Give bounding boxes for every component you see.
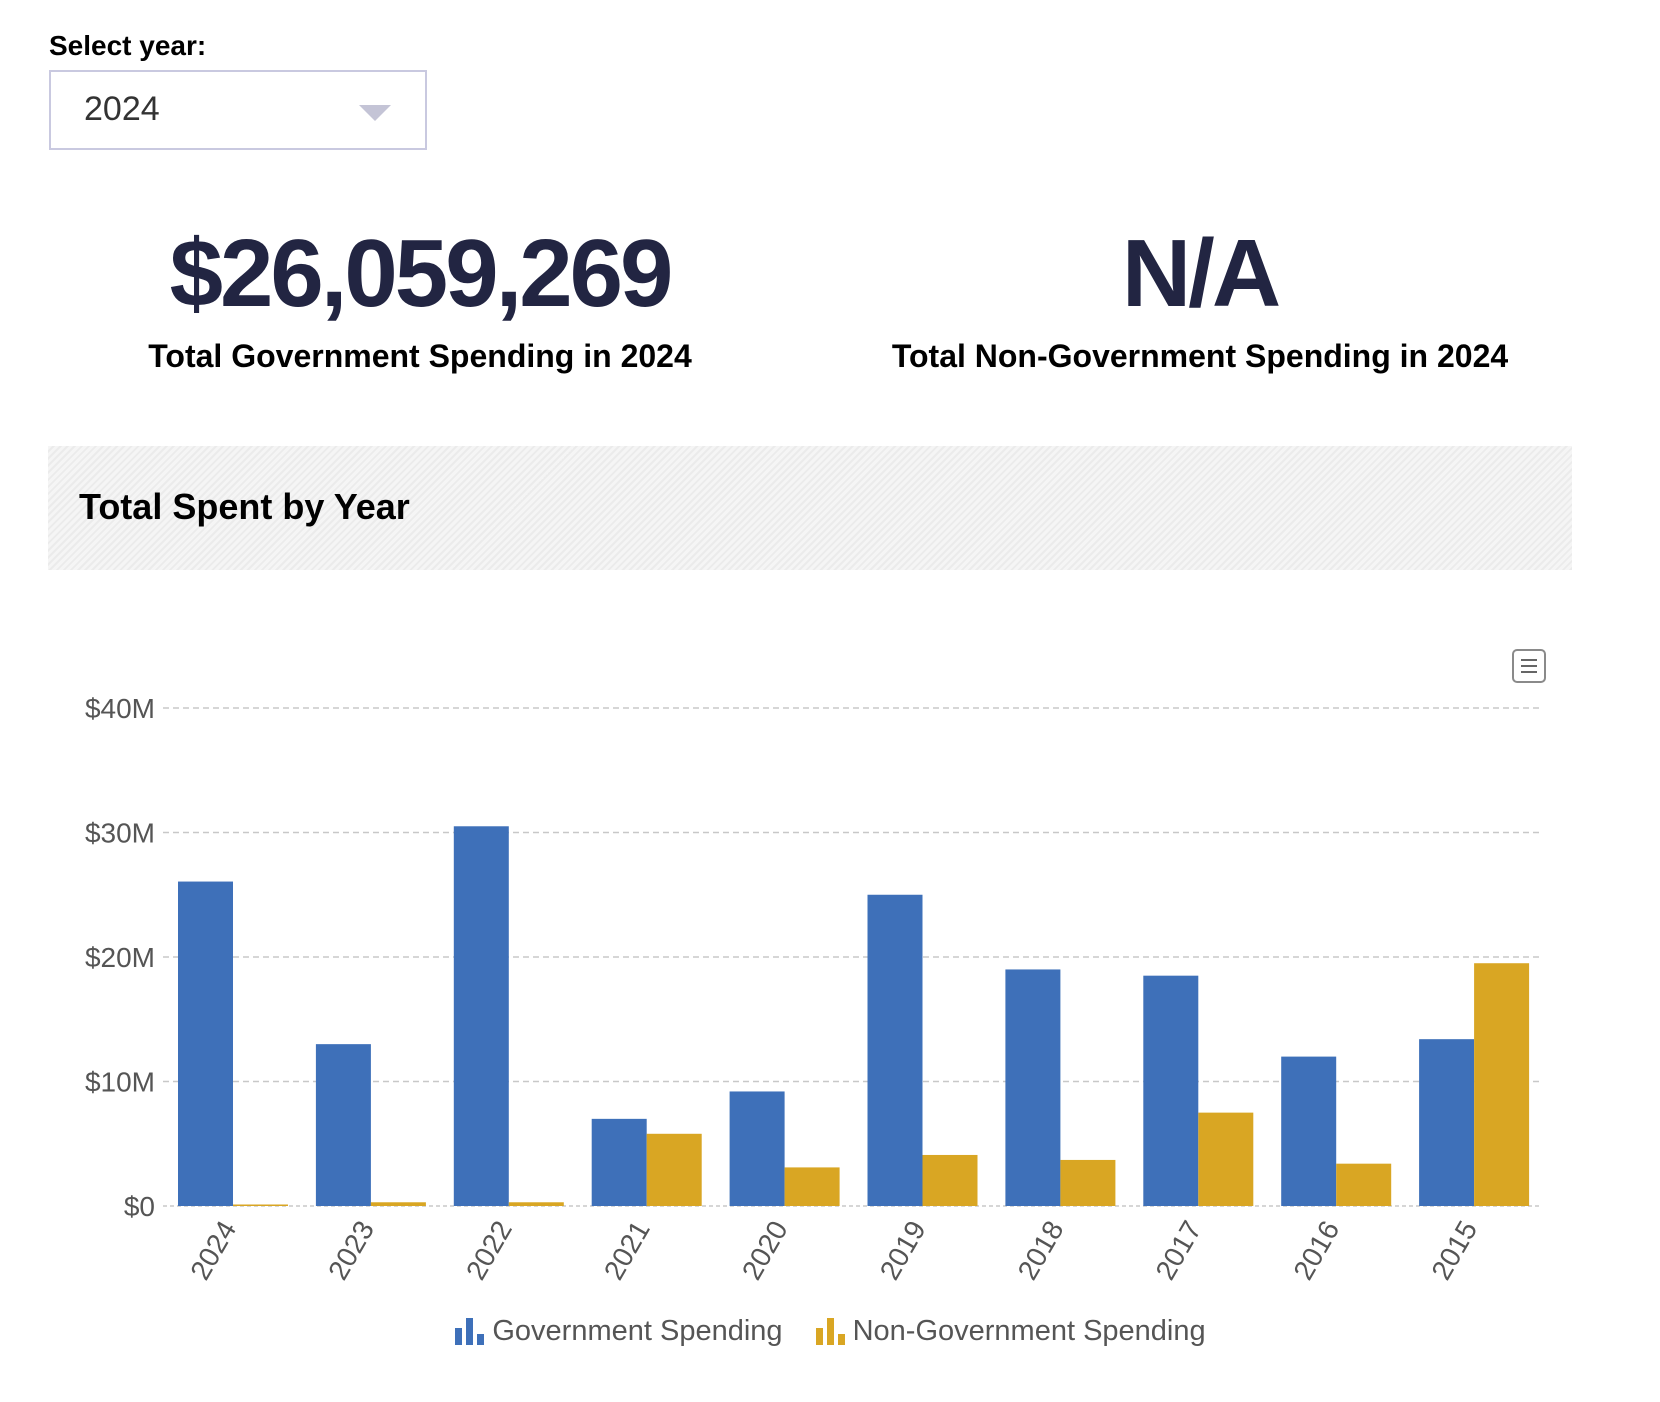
- legend-item-non-government[interactable]: Non-Government Spending: [815, 1314, 1206, 1348]
- year-select-dropdown[interactable]: 2024: [49, 70, 427, 150]
- select-year-label: Select year:: [49, 30, 207, 61]
- bar-non-government[interactable]: [508, 1202, 564, 1206]
- legend-label-government: Government Spending: [492, 1315, 783, 1347]
- hamburger-menu-icon[interactable]: [1512, 649, 1546, 683]
- chart-section-header: Total Spent by Year: [48, 446, 1572, 570]
- x-tick-label: 2020: [736, 1216, 794, 1285]
- bar-chart-icon: [815, 1318, 845, 1345]
- x-tick-label: 2022: [460, 1216, 518, 1285]
- bar-government[interactable]: [591, 1118, 647, 1206]
- kpi-government-value: $26,059,269: [169, 220, 674, 327]
- chevron-down-icon[interactable]: [359, 105, 391, 121]
- bar-non-government[interactable]: [370, 1202, 426, 1206]
- bar-non-government[interactable]: [1060, 1159, 1116, 1206]
- bar-non-government[interactable]: [784, 1167, 840, 1206]
- bar-non-government[interactable]: [1198, 1112, 1254, 1206]
- bar-government[interactable]: [729, 1091, 785, 1206]
- y-tick-label: $10M: [85, 1067, 155, 1098]
- y-tick-label: $40M: [85, 693, 155, 724]
- chart-legend: Government Spending Non-Government Spend…: [0, 1314, 1660, 1348]
- bar-government[interactable]: [453, 826, 509, 1206]
- x-tick-label: 2016: [1287, 1216, 1345, 1285]
- x-tick-label: 2023: [322, 1216, 380, 1285]
- legend-item-government[interactable]: Government Spending: [454, 1314, 783, 1348]
- y-tick-label: $0: [124, 1191, 155, 1222]
- bar-non-government[interactable]: [1336, 1163, 1392, 1206]
- bar-non-government[interactable]: [1474, 963, 1530, 1206]
- bar-government[interactable]: [315, 1044, 371, 1206]
- bar-non-government[interactable]: [646, 1133, 702, 1206]
- kpi-non-government-spending: N/A Total Non-Government Spending in 202…: [860, 226, 1540, 375]
- kpi-government-caption: Total Government Spending in 2024: [148, 338, 692, 374]
- bar-government[interactable]: [178, 881, 233, 1206]
- bar-government[interactable]: [1419, 1039, 1475, 1206]
- kpi-government-spending: $26,059,269 Total Government Spending in…: [120, 226, 720, 375]
- year-select-value: 2024: [84, 90, 160, 128]
- x-tick-label: 2015: [1425, 1216, 1483, 1285]
- bar-chart-icon: [455, 1318, 485, 1345]
- y-tick-label: $30M: [85, 818, 155, 849]
- y-tick-label: $20M: [85, 942, 155, 973]
- x-tick-label: 2017: [1150, 1216, 1208, 1285]
- legend-label-non-government: Non-Government Spending: [852, 1315, 1206, 1347]
- x-tick-label: 2018: [1012, 1216, 1070, 1285]
- kpi-non-government-caption: Total Non-Government Spending in 2024: [891, 338, 1509, 374]
- bar-government[interactable]: [1281, 1056, 1337, 1206]
- kpi-non-government-value: N/A: [1121, 220, 1281, 327]
- bar-non-government[interactable]: [233, 1204, 288, 1207]
- x-tick-label: 2021: [598, 1216, 656, 1285]
- chart-section-title: Total Spent by Year: [79, 486, 410, 527]
- bar-government[interactable]: [1005, 969, 1061, 1206]
- x-tick-label: 2024: [184, 1216, 242, 1285]
- bar-government[interactable]: [867, 894, 923, 1206]
- bar-government[interactable]: [1143, 975, 1199, 1206]
- bar-non-government[interactable]: [922, 1154, 978, 1206]
- x-tick-label: 2019: [874, 1216, 932, 1285]
